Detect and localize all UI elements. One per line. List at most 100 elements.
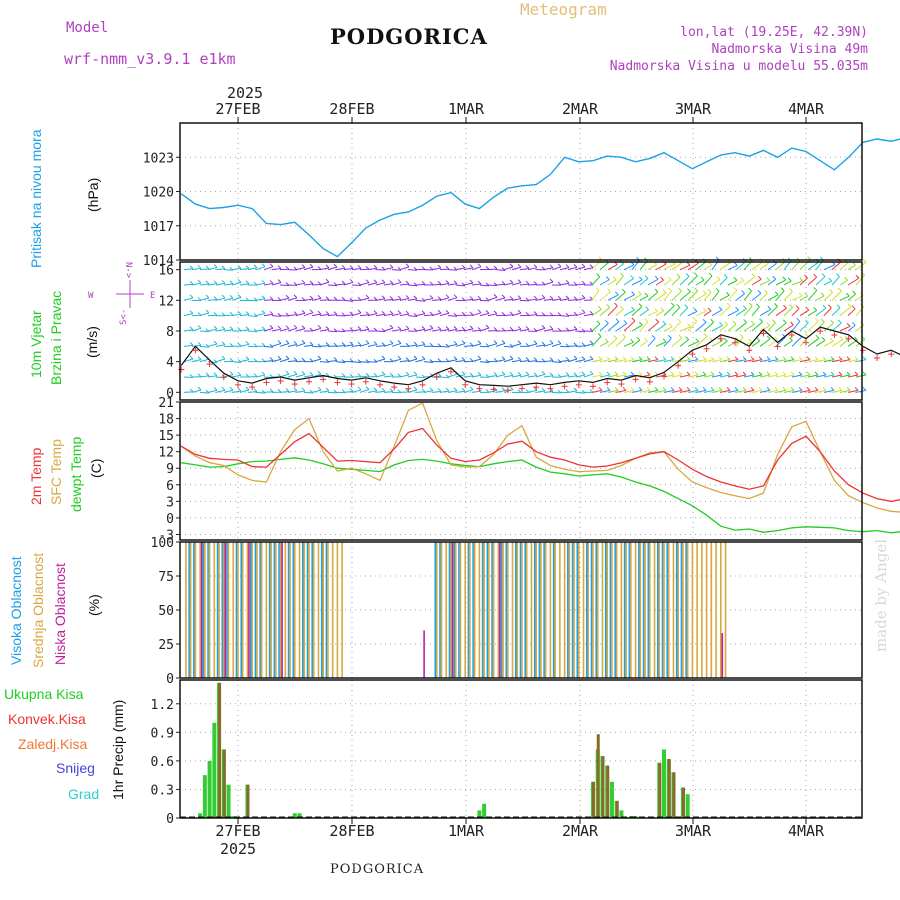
wind-barb [391, 281, 402, 286]
wind-barb [503, 345, 514, 348]
wind-barb [647, 389, 659, 393]
wind-barb-tip [541, 325, 546, 329]
wind-barb-tip [189, 388, 194, 393]
wind-barb-tip [806, 356, 811, 361]
wind-barb [687, 321, 698, 332]
wind-barb-tip [365, 294, 370, 299]
wind-barb [287, 390, 298, 393]
wind-barb [471, 283, 482, 286]
wind-barb-tip [317, 370, 322, 375]
wind-barb [583, 313, 594, 317]
wind-barb-tip [707, 307, 712, 312]
wind-barb [559, 298, 570, 301]
pressure-panel [180, 138, 900, 258]
wind-barb [511, 328, 522, 332]
wind-barb-tip [285, 325, 290, 330]
wind-barb [711, 374, 723, 378]
wind-barb-tip [541, 370, 546, 375]
wind-barb-tip [357, 386, 362, 391]
wind-barb-tip [846, 322, 851, 327]
wind-barb-tip [533, 340, 538, 345]
wind-barb [599, 389, 611, 393]
wind-barb [615, 291, 626, 301]
wind-barb-tip [469, 386, 474, 391]
wind-barb-tip [596, 320, 601, 325]
wind-barb [287, 343, 298, 347]
wind-barb [511, 266, 522, 271]
wind-barb-tip [389, 264, 394, 269]
wind-barb-tip [325, 372, 330, 377]
wind-barb [431, 299, 442, 301]
wind-barb [439, 283, 450, 286]
wind-barb-tip [421, 355, 426, 360]
wind-barb [455, 343, 466, 347]
wind-barb [575, 359, 586, 363]
wind-barb [495, 283, 506, 286]
wind-barb-tip [789, 304, 794, 308]
wind-barb [375, 330, 386, 333]
wind-barb [207, 299, 218, 301]
wind-barb-tip [615, 318, 620, 323]
wind-barb [407, 284, 418, 287]
wind-barb-tip [533, 295, 538, 300]
wind-barb [359, 328, 370, 332]
wind-barb-tip [573, 342, 578, 347]
wind-barb [439, 297, 450, 301]
wind-barb-tip [702, 319, 707, 323]
wind-barb [575, 391, 586, 394]
wind-barb [215, 358, 226, 363]
wind-barb-tip [389, 388, 394, 392]
wind-barb [375, 358, 386, 363]
wind-barb [431, 329, 442, 332]
wind-barb [695, 389, 707, 393]
wind-barb-tip [862, 356, 867, 361]
wind-barb [199, 358, 210, 363]
wind-barb-tip [261, 295, 266, 300]
wind-barb [839, 295, 850, 301]
precip-bar-total [619, 810, 624, 818]
wind-barb-tip [445, 309, 450, 314]
wind-barb-tip [245, 326, 250, 331]
wind-barb [775, 290, 785, 301]
wind-barb [335, 345, 346, 347]
wind-barb-tip [667, 276, 672, 281]
wind-barb-tip [838, 371, 843, 376]
wind-barb [807, 337, 820, 347]
wind-barb [503, 374, 514, 378]
wind-barb [351, 389, 362, 393]
date-bottom-27feb: 27FEB [215, 822, 260, 840]
wind-barb-tip [573, 311, 578, 316]
wind-barb-tip [741, 290, 745, 294]
wind-barb [575, 297, 586, 301]
wind-barb [791, 374, 803, 378]
wind-barb [607, 389, 619, 393]
legend-total-rain: Ukupna Kisa [4, 686, 84, 702]
wind-barb [559, 375, 570, 378]
wind-barb-tip [827, 304, 832, 309]
wind-barb-tip [477, 340, 482, 345]
wind-barb-tip [349, 278, 354, 283]
wind-barb [519, 283, 530, 286]
wind-barb [239, 313, 250, 317]
wind-barb-tip [844, 276, 848, 281]
wind-barb-tip [213, 340, 218, 345]
wind-barb [263, 282, 274, 286]
wind-barb-tip [205, 280, 210, 285]
t2m-line [180, 427, 900, 503]
wind-barb [567, 266, 578, 271]
wind-barb-tip [301, 357, 306, 362]
wind-barb-tip [598, 256, 602, 261]
wind-barb [743, 305, 753, 316]
wind-barb [727, 279, 738, 286]
wind-barb-tip [189, 326, 194, 331]
wind-barb-tip [751, 273, 756, 278]
wind-barb-tip [662, 356, 667, 361]
wind-barb [503, 389, 514, 393]
wind-barb [223, 297, 234, 301]
wind-barb-tip [493, 265, 498, 270]
wind-barb [599, 322, 609, 332]
wind-barb-tip [782, 276, 787, 281]
wind-barb-tip [389, 372, 394, 377]
wind-barb [543, 281, 554, 286]
wind-barb [599, 291, 611, 301]
